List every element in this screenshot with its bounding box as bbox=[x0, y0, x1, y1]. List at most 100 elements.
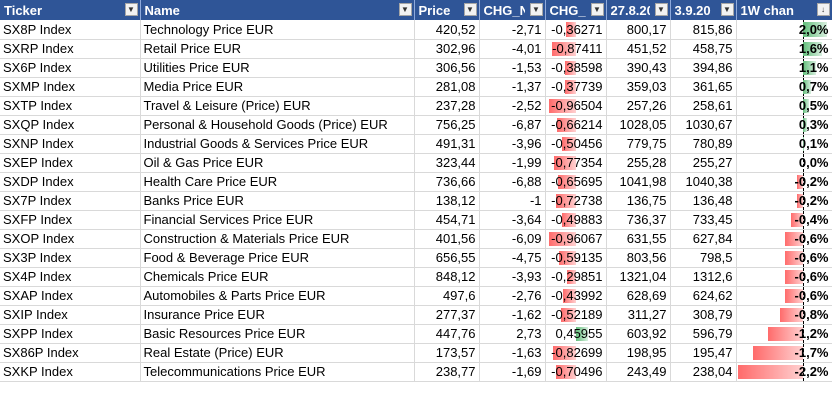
cell-chg-pct[interactable]: -0,96504 bbox=[545, 96, 607, 116]
header-date2[interactable]: 3.9.20 ▼ bbox=[670, 0, 737, 20]
cell-name[interactable]: Media Price EUR bbox=[140, 77, 415, 97]
cell-ticker[interactable]: SXFP Index bbox=[0, 210, 141, 230]
cell-chg-net[interactable]: -2,52 bbox=[479, 96, 546, 116]
cell-week-change[interactable]: -1,2% bbox=[736, 324, 832, 344]
cell-week-change[interactable]: -0,6% bbox=[736, 229, 832, 249]
cell-date2[interactable]: 458,75 bbox=[670, 39, 737, 59]
cell-chg-net[interactable]: -1,99 bbox=[479, 153, 546, 173]
cell-week-change[interactable]: -0,2% bbox=[736, 172, 832, 192]
header-ticker[interactable]: Ticker ▼ bbox=[0, 0, 141, 20]
filter-dropdown-icon[interactable]: ▼ bbox=[463, 3, 477, 16]
cell-name[interactable]: Automobiles & Parts Price EUR bbox=[140, 286, 415, 306]
cell-ticker[interactable]: SXRP Index bbox=[0, 39, 141, 59]
cell-chg-net[interactable]: -1,53 bbox=[479, 58, 546, 78]
cell-chg-pct[interactable]: -0,36271 bbox=[545, 20, 607, 40]
cell-name[interactable]: Retail Price EUR bbox=[140, 39, 415, 59]
cell-ticker[interactable]: SX4P Index bbox=[0, 267, 141, 287]
cell-date1[interactable]: 359,03 bbox=[606, 77, 671, 97]
cell-ticker[interactable]: SXEP Index bbox=[0, 153, 141, 173]
cell-date1[interactable]: 631,55 bbox=[606, 229, 671, 249]
cell-week-change[interactable]: 0,7% bbox=[736, 77, 832, 97]
cell-date1[interactable]: 136,75 bbox=[606, 191, 671, 211]
cell-chg-net[interactable]: -6,88 bbox=[479, 172, 546, 192]
cell-price[interactable]: 238,77 bbox=[414, 362, 480, 382]
cell-date1[interactable]: 1041,98 bbox=[606, 172, 671, 192]
cell-date1[interactable]: 603,92 bbox=[606, 324, 671, 344]
cell-week-change[interactable]: -0,6% bbox=[736, 286, 832, 306]
cell-date1[interactable]: 1321,04 bbox=[606, 267, 671, 287]
cell-name[interactable]: Personal & Household Goods (Price) EUR bbox=[140, 115, 415, 135]
cell-ticker[interactable]: SXAP Index bbox=[0, 286, 141, 306]
cell-price[interactable]: 491,31 bbox=[414, 134, 480, 154]
cell-chg-net[interactable]: -2,76 bbox=[479, 286, 546, 306]
cell-week-change[interactable]: 1,6% bbox=[736, 39, 832, 59]
cell-chg-pct[interactable]: -0,82699 bbox=[545, 343, 607, 363]
cell-chg-pct[interactable]: -0,37739 bbox=[545, 77, 607, 97]
cell-ticker[interactable]: SXIP Index bbox=[0, 305, 141, 325]
cell-name[interactable]: Construction & Materials Price EUR bbox=[140, 229, 415, 249]
cell-ticker[interactable]: SXQP Index bbox=[0, 115, 141, 135]
cell-ticker[interactable]: SX6P Index bbox=[0, 58, 141, 78]
cell-chg-net[interactable]: -3,96 bbox=[479, 134, 546, 154]
cell-price[interactable]: 447,76 bbox=[414, 324, 480, 344]
cell-week-change[interactable]: 0,5% bbox=[736, 96, 832, 116]
cell-chg-pct[interactable]: -0,49883 bbox=[545, 210, 607, 230]
cell-name[interactable]: Chemicals Price EUR bbox=[140, 267, 415, 287]
cell-ticker[interactable]: SX86P Index bbox=[0, 343, 141, 363]
cell-name[interactable]: Banks Price EUR bbox=[140, 191, 415, 211]
cell-chg-net[interactable]: -2,71 bbox=[479, 20, 546, 40]
cell-week-change[interactable]: 0,1% bbox=[736, 134, 832, 154]
cell-chg-net[interactable]: -1 bbox=[479, 191, 546, 211]
cell-date1[interactable]: 257,26 bbox=[606, 96, 671, 116]
cell-date2[interactable]: 308,79 bbox=[670, 305, 737, 325]
filter-dropdown-icon[interactable]: ▼ bbox=[124, 3, 138, 16]
cell-chg-net[interactable]: -1,63 bbox=[479, 343, 546, 363]
cell-date2[interactable]: 780,89 bbox=[670, 134, 737, 154]
cell-chg-pct[interactable]: -0,87411 bbox=[545, 39, 607, 59]
cell-price[interactable]: 281,08 bbox=[414, 77, 480, 97]
cell-price[interactable]: 173,57 bbox=[414, 343, 480, 363]
cell-price[interactable]: 302,96 bbox=[414, 39, 480, 59]
cell-name[interactable]: Oil & Gas Price EUR bbox=[140, 153, 415, 173]
cell-price[interactable]: 756,25 bbox=[414, 115, 480, 135]
header-chg-net[interactable]: CHG_N ▼ bbox=[479, 0, 546, 20]
cell-chg-pct[interactable]: -0,29851 bbox=[545, 267, 607, 287]
cell-date2[interactable]: 815,86 bbox=[670, 20, 737, 40]
cell-chg-net[interactable]: -4,01 bbox=[479, 39, 546, 59]
cell-name[interactable]: Real Estate (Price) EUR bbox=[140, 343, 415, 363]
cell-week-change[interactable]: 0,3% bbox=[736, 115, 832, 135]
cell-chg-pct[interactable]: -0,77354 bbox=[545, 153, 607, 173]
header-price[interactable]: Price ▼ bbox=[414, 0, 480, 20]
cell-date1[interactable]: 198,95 bbox=[606, 343, 671, 363]
cell-price[interactable]: 420,52 bbox=[414, 20, 480, 40]
cell-name[interactable]: Utilities Price EUR bbox=[140, 58, 415, 78]
cell-chg-pct[interactable]: -0,38598 bbox=[545, 58, 607, 78]
filter-dropdown-icon[interactable]: ▼ bbox=[398, 3, 412, 16]
cell-week-change[interactable]: 0,0% bbox=[736, 153, 832, 173]
cell-week-change[interactable]: -0,8% bbox=[736, 305, 832, 325]
cell-date1[interactable]: 779,75 bbox=[606, 134, 671, 154]
cell-date2[interactable]: 238,04 bbox=[670, 362, 737, 382]
cell-date2[interactable]: 627,84 bbox=[670, 229, 737, 249]
cell-price[interactable]: 306,56 bbox=[414, 58, 480, 78]
cell-name[interactable]: Insurance Price EUR bbox=[140, 305, 415, 325]
cell-ticker[interactable]: SXTP Index bbox=[0, 96, 141, 116]
cell-price[interactable]: 454,71 bbox=[414, 210, 480, 230]
cell-chg-pct[interactable]: -0,70496 bbox=[545, 362, 607, 382]
cell-price[interactable]: 138,12 bbox=[414, 191, 480, 211]
header-name[interactable]: Name ▼ bbox=[140, 0, 415, 20]
cell-date1[interactable]: 451,52 bbox=[606, 39, 671, 59]
cell-name[interactable]: Travel & Leisure (Price) EUR bbox=[140, 96, 415, 116]
cell-price[interactable]: 401,56 bbox=[414, 229, 480, 249]
cell-ticker[interactable]: SX8P Index bbox=[0, 20, 141, 40]
cell-name[interactable]: Food & Beverage Price EUR bbox=[140, 248, 415, 268]
cell-chg-net[interactable]: -6,87 bbox=[479, 115, 546, 135]
cell-chg-pct[interactable]: -0,66214 bbox=[545, 115, 607, 135]
cell-date2[interactable]: 394,86 bbox=[670, 58, 737, 78]
cell-chg-pct[interactable]: -0,43992 bbox=[545, 286, 607, 306]
cell-chg-net[interactable]: -1,69 bbox=[479, 362, 546, 382]
cell-chg-net[interactable]: -6,09 bbox=[479, 229, 546, 249]
cell-ticker[interactable]: SXPP Index bbox=[0, 324, 141, 344]
cell-chg-net[interactable]: -3,64 bbox=[479, 210, 546, 230]
cell-date1[interactable]: 390,43 bbox=[606, 58, 671, 78]
